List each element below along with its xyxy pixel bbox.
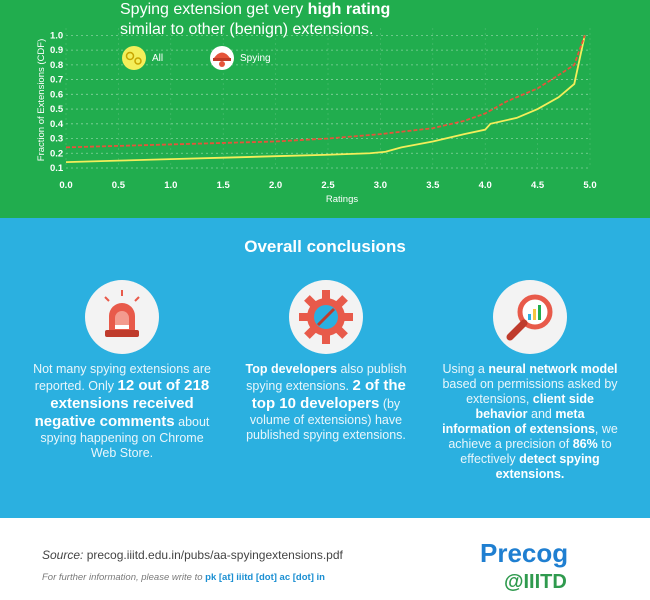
cdf-chart: 0.1 0.2 0.3 0.4 0.5 0.6 0.7 0.8 0.9 1.0 0.0 0.5 1.0…	[36, 28, 597, 205]
y-tick-label: 0.3	[50, 134, 63, 145]
magnifier-chart-icon	[506, 294, 553, 341]
x-tick-label: 0.0	[59, 180, 72, 191]
y-tick-labels: 0.1 0.2 0.3 0.4 0.5 0.6 0.7 0.8 0.9 1.0	[50, 30, 64, 174]
col2-bold2: 2 of the top 10 developers	[251, 377, 406, 412]
col3-bold5: detect spying extensions.	[495, 452, 600, 481]
col3-text5: to effectively	[460, 437, 612, 466]
col2-text1: also publish spying extensions.	[246, 362, 407, 393]
alarm-badge	[85, 280, 159, 354]
headline-bold: high rating	[307, 1, 391, 18]
x-tick-label: 2.0	[269, 180, 282, 191]
y-tick-label: 0.1	[50, 163, 64, 174]
col3-bold4: 86%	[572, 437, 598, 451]
series-lines	[65, 35, 586, 164]
col1-text2: about spying happening on Chrome Web Sto…	[40, 415, 210, 460]
x-tick-label: 0.5	[112, 180, 126, 191]
chart-grid	[65, 28, 591, 169]
x-tick-label: 4.0	[479, 180, 492, 191]
alarm-icon	[104, 290, 140, 337]
x-tick-label: 3.0	[374, 180, 387, 191]
legend-all-label: All	[152, 53, 163, 64]
series-line-all	[65, 35, 586, 164]
y-axis-label: Fraction of Extensions (CDF)	[36, 39, 47, 161]
conclusions-panel	[0, 218, 650, 518]
contact-text: For further information, please write to	[42, 572, 206, 583]
conclusion-model-text: Using a neural network model based on pe…	[440, 362, 620, 482]
all-legend-icon	[122, 46, 146, 70]
logo-text-top: Precog	[480, 538, 568, 568]
y-tick-label: 0.7	[50, 75, 63, 86]
x-axis-label: Ratings	[326, 194, 358, 205]
y-tick-label: 0.6	[50, 89, 63, 100]
source-line: Source: precog.iiitd.edu.in/pubs/aa-spyi…	[42, 548, 343, 562]
legend-all: All	[122, 46, 163, 70]
col2-bold1: Top developers	[245, 362, 337, 376]
conclusion-developers-text: Top developers also publish spying exten…	[236, 362, 416, 443]
legend-spying-label: Spying	[240, 53, 271, 64]
legend-spying: Spying	[210, 46, 271, 70]
source-label: Source:	[42, 548, 84, 562]
headline-part2: similar to other (benign) extensions.	[120, 21, 374, 38]
col3-text4: , we achieve a precision of	[448, 422, 618, 451]
gear-blocked-icon	[299, 290, 353, 344]
precog-logo: Precog @IIITD	[478, 538, 610, 594]
footer-panel	[0, 518, 650, 600]
col3-bold3: meta information of extensions	[442, 407, 595, 436]
gear-badge	[289, 280, 363, 354]
x-tick-label: 4.5	[531, 180, 545, 191]
logo-text-bottom: @IIITD	[504, 571, 567, 593]
x-tick-label: 2.5	[321, 180, 335, 191]
y-tick-label: 1.0	[50, 30, 63, 41]
chart-headline: Spying extension get very high rating si…	[120, 0, 580, 40]
source-url[interactable]: precog.iiitd.edu.in/pubs/aa-spyingextens…	[83, 548, 343, 562]
conclusion-reports: Not many spying extensions are reported.…	[32, 280, 212, 461]
conclusion-developers: Top developers also publish spying exten…	[236, 280, 416, 443]
x-tick-label: 1.5	[217, 180, 231, 191]
chart-panel	[0, 0, 650, 218]
series-line-spying	[65, 35, 586, 149]
col3-text2: based on permissions asked by extensions…	[442, 377, 618, 406]
col1-text1: Not many spying extensions are reported.…	[33, 362, 211, 393]
conclusion-reports-text: Not many spying extensions are reported.…	[32, 362, 212, 461]
col3-text3: and	[527, 407, 556, 421]
y-tick-label: 0.2	[50, 148, 63, 159]
y-tick-label: 0.4	[50, 119, 64, 130]
y-tick-label: 0.5	[50, 104, 64, 115]
contact-email[interactable]: pk [at] iiitd [dot] ac [dot] in	[205, 572, 325, 583]
contact-line: For further information, please write to…	[42, 572, 325, 583]
x-tick-label: 3.5	[426, 180, 440, 191]
y-tick-label: 0.8	[50, 60, 63, 71]
col3-bold1: neural network model	[488, 362, 618, 376]
x-tick-label: 1.0	[164, 180, 177, 191]
conclusions-title: Overall conclusions	[244, 237, 406, 256]
col2-text2: (by volume of extensions) have published…	[246, 397, 406, 442]
headline-part1: Spying extension get very	[120, 1, 308, 18]
magnifier-badge	[493, 280, 567, 354]
x-tick-label: 5.0	[583, 180, 596, 191]
x-tick-labels: 0.0 0.5 1.0 1.5 2.0 2.5 3.0 3.5 4.0 4.5 5.0	[59, 180, 596, 191]
col3-bold2: client side behavior	[475, 392, 594, 421]
col1-bold1: 12 out of 218 extensions received negati…	[34, 377, 210, 430]
y-tick-label: 0.9	[50, 45, 63, 56]
conclusion-model: Using a neural network model based on pe…	[440, 280, 620, 482]
col3-text1: Using a	[442, 362, 489, 376]
